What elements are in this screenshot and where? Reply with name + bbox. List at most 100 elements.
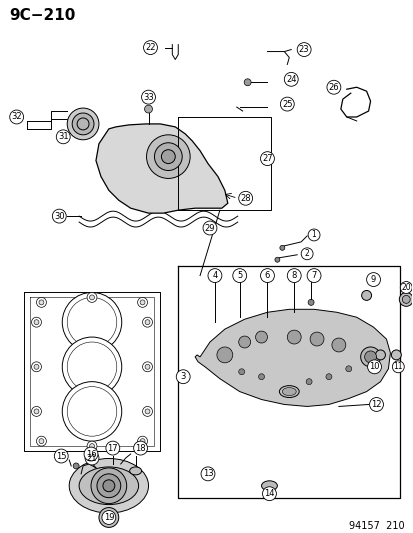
Polygon shape — [195, 309, 389, 407]
Circle shape — [399, 281, 411, 294]
Circle shape — [143, 41, 157, 54]
Circle shape — [140, 300, 145, 305]
Circle shape — [325, 374, 331, 379]
Circle shape — [287, 330, 300, 344]
Text: 18: 18 — [135, 443, 145, 453]
Circle shape — [279, 245, 284, 251]
Text: 9C−210: 9C−210 — [9, 8, 76, 23]
Circle shape — [145, 365, 150, 369]
Text: 12: 12 — [370, 400, 381, 409]
Circle shape — [361, 290, 370, 301]
Circle shape — [300, 248, 312, 260]
Circle shape — [87, 441, 97, 451]
Circle shape — [31, 362, 41, 372]
Circle shape — [331, 338, 345, 352]
Text: 6: 6 — [264, 271, 270, 280]
Circle shape — [207, 269, 221, 282]
Circle shape — [202, 221, 216, 235]
Circle shape — [260, 152, 274, 166]
Text: 16: 16 — [85, 449, 96, 458]
Circle shape — [34, 320, 39, 325]
Circle shape — [31, 317, 41, 327]
Circle shape — [67, 108, 99, 140]
Circle shape — [280, 97, 294, 111]
Ellipse shape — [69, 458, 148, 513]
Circle shape — [238, 336, 250, 348]
Circle shape — [34, 409, 39, 414]
Circle shape — [326, 80, 340, 94]
Ellipse shape — [279, 386, 299, 398]
Text: 33: 33 — [143, 93, 154, 102]
Ellipse shape — [282, 387, 296, 395]
Circle shape — [369, 398, 382, 411]
Circle shape — [142, 362, 152, 372]
Circle shape — [258, 374, 264, 379]
Circle shape — [36, 297, 46, 308]
Circle shape — [89, 443, 94, 449]
Text: 21: 21 — [87, 454, 97, 463]
Circle shape — [141, 90, 155, 104]
Circle shape — [142, 317, 152, 327]
Circle shape — [284, 72, 297, 86]
Circle shape — [137, 436, 147, 446]
Circle shape — [133, 441, 147, 455]
Circle shape — [34, 365, 39, 369]
Circle shape — [87, 293, 97, 302]
Circle shape — [262, 487, 276, 500]
Circle shape — [72, 113, 94, 135]
Circle shape — [297, 43, 310, 56]
Circle shape — [39, 439, 44, 443]
Circle shape — [54, 449, 68, 463]
Circle shape — [255, 331, 267, 343]
Circle shape — [106, 441, 119, 455]
Circle shape — [360, 347, 380, 367]
Circle shape — [287, 269, 300, 282]
Text: 3: 3 — [180, 372, 185, 381]
Circle shape — [31, 407, 41, 416]
Circle shape — [345, 366, 351, 372]
Circle shape — [399, 293, 412, 306]
Text: 5: 5 — [237, 271, 242, 280]
Circle shape — [36, 436, 46, 446]
Circle shape — [39, 300, 44, 305]
Text: 25: 25 — [281, 100, 292, 109]
Ellipse shape — [261, 481, 277, 491]
Circle shape — [375, 350, 385, 360]
Circle shape — [62, 382, 121, 441]
Text: 30: 30 — [54, 212, 64, 221]
Text: 22: 22 — [145, 43, 155, 52]
Circle shape — [9, 110, 24, 124]
Text: 15: 15 — [56, 451, 66, 461]
Circle shape — [238, 191, 252, 205]
Circle shape — [137, 297, 147, 308]
Circle shape — [146, 135, 190, 179]
Circle shape — [142, 407, 152, 416]
Text: 8: 8 — [291, 271, 296, 280]
Circle shape — [366, 272, 380, 287]
Circle shape — [56, 130, 70, 144]
Ellipse shape — [79, 467, 138, 505]
Circle shape — [201, 467, 214, 481]
Circle shape — [99, 507, 119, 527]
Text: 1: 1 — [311, 230, 316, 239]
Circle shape — [145, 320, 150, 325]
Text: 7: 7 — [311, 271, 316, 280]
Text: 32: 32 — [11, 112, 22, 122]
Polygon shape — [96, 124, 227, 213]
Text: 9: 9 — [370, 275, 375, 284]
Circle shape — [89, 295, 94, 300]
Circle shape — [84, 447, 98, 461]
Text: 10: 10 — [368, 362, 379, 372]
Text: 28: 28 — [240, 194, 250, 203]
Circle shape — [52, 209, 66, 223]
Text: 29: 29 — [204, 223, 215, 232]
Text: 24: 24 — [285, 75, 296, 84]
Circle shape — [62, 337, 121, 397]
Circle shape — [260, 269, 274, 282]
Circle shape — [401, 295, 409, 303]
Circle shape — [390, 350, 400, 360]
Text: 2: 2 — [304, 249, 309, 259]
Circle shape — [154, 143, 182, 171]
Text: 31: 31 — [58, 132, 69, 141]
Circle shape — [307, 229, 319, 241]
